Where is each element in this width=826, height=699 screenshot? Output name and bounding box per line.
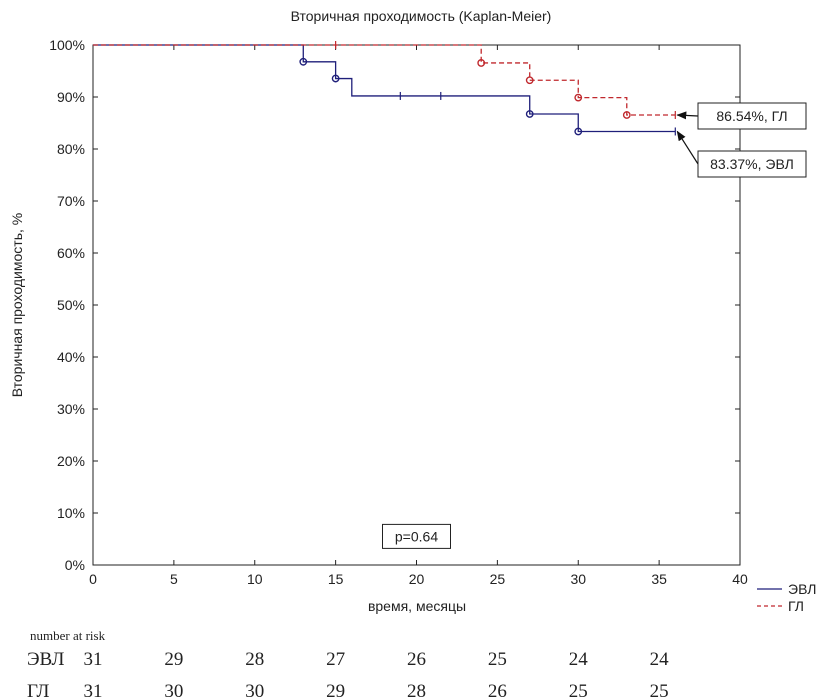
callout-box [697,150,807,178]
y-axis: 0% 10% 20% 30% 40% 50% 60% 70% 80% 90% 100% [49,37,740,573]
chart-title: Вторичная проходимость (Kaplan-Meier) [291,8,552,24]
x-tick-label: 30 [570,571,586,587]
y-tick-label: 10% [57,505,85,521]
risk-count: 31 [84,681,103,699]
event-marker [299,57,308,66]
x-tick-label: 20 [409,571,425,587]
p-value-label: p=0.64 [395,528,438,544]
x-axis-label: время, месяцы [368,598,466,614]
risk-count: 30 [245,681,264,699]
y-tick-label: 100% [49,37,85,53]
event-marker [331,74,340,83]
risk-count: 25 [488,649,507,670]
x-axis: 0 5 10 15 20 25 30 35 40 [89,45,748,587]
risk-count: 24 [569,649,589,670]
risk-count: 24 [650,649,670,670]
event-marker [477,59,486,67]
risk-table: number at risk ЭВЛ 31 29 28 27 26 25 24 24 ГЛ 31 30 3… [27,628,669,699]
x-tick-label: 25 [490,571,506,587]
p-value-box [382,523,451,549]
y-tick-label: 60% [57,245,85,261]
risk-count: 26 [488,681,507,699]
risk-count: 26 [407,649,426,670]
event-marker [574,127,583,136]
risk-count: 28 [245,649,264,670]
end-value-callouts: 83.37%, ЭВЛ 86.54%, ГЛ [676,102,807,178]
x-tick-label: 5 [170,571,178,587]
risk-count: 25 [650,681,669,699]
annotations: p=0.64 [382,523,451,549]
event-marker [525,110,534,118]
event-marker [622,111,631,119]
plot-area [92,44,741,566]
y-tick-label: 40% [57,349,85,365]
risk-row-label: ЭВЛ [27,649,64,670]
callout-label: 86.54%, ГЛ [716,108,787,124]
risk-row-label: ГЛ [27,681,50,699]
legend-label: ЭВЛ [788,581,816,597]
y-tick-label: 0% [65,557,85,573]
y-tick-label: 30% [57,401,85,417]
x-tick-label: 35 [651,571,667,587]
event-marker [525,76,534,85]
event-marker [574,93,583,102]
series-layer [93,41,676,136]
risk-count: 28 [407,681,426,699]
x-tick-label: 0 [89,571,97,587]
callout-arrow [676,111,699,120]
y-tick-label: 70% [57,193,85,209]
series-line-0 [93,44,676,133]
risk-table-header: number at risk [30,628,106,643]
y-tick-label: 90% [57,89,85,105]
callout-box [697,102,807,130]
x-tick-label: 15 [328,571,344,587]
legend-label: ГЛ [788,598,804,614]
risk-count: 30 [164,681,183,699]
risk-count: 31 [84,649,103,670]
y-tick-label: 20% [57,453,85,469]
y-tick-label: 50% [57,297,85,313]
y-tick-label: 80% [57,141,85,157]
x-tick-label: 40 [732,571,748,587]
callout-label: 83.37%, ЭВЛ [710,156,794,172]
risk-count: 25 [569,681,588,699]
risk-count: 27 [326,649,345,670]
y-axis-label: Вторичная проходимость, % [9,213,25,397]
risk-count: 29 [164,649,183,670]
series-line-1 [93,44,676,116]
callout-arrow [676,130,699,165]
risk-count: 29 [326,681,345,699]
x-tick-label: 10 [247,571,263,587]
